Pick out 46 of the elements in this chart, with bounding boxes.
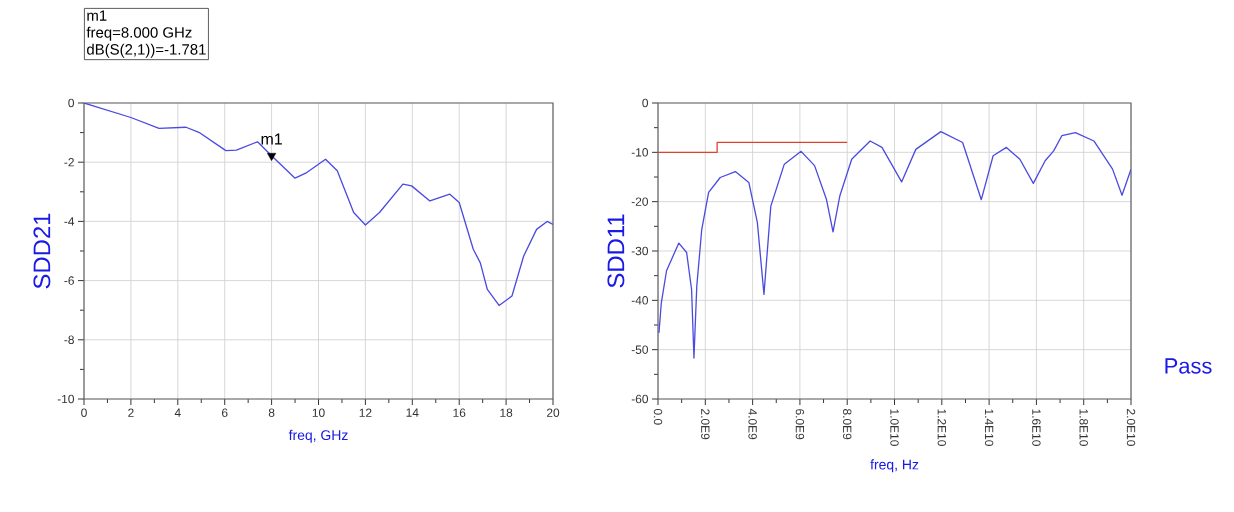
- x-tick-label: 20: [546, 408, 560, 417]
- x-tick-label: 1.6E10: [1032, 409, 1041, 446]
- x-tick-label: 1.0E10: [890, 409, 899, 446]
- text: Pass: [1165, 358, 1212, 374]
- x-axis-title: freq, GHz: [288, 429, 348, 443]
- y-tick-label: -10: [57, 394, 75, 404]
- x-tick-label: 0: [81, 408, 87, 417]
- x-tick-label: 4.0E9: [748, 408, 757, 440]
- annotation: m1: [261, 133, 282, 145]
- x-tick-label: 6: [221, 408, 228, 417]
- x-tick-label: 0.0: [653, 408, 663, 425]
- x-tick-label: 1.8E10: [1079, 409, 1088, 446]
- x-tick-label: 8: [268, 408, 275, 417]
- y-tick-label: -6: [64, 276, 74, 285]
- x-tick-label: 6.0E9: [795, 409, 805, 440]
- x-tick-label: 8.0E9: [842, 409, 852, 440]
- x-tick-label: 2.0E9: [701, 409, 710, 440]
- y-tick-label: -4: [64, 217, 75, 226]
- y-tick-label: -60: [631, 394, 649, 404]
- text: dB(S(2,1))=-1.781: [87, 43, 206, 58]
- y-tick-label: -50: [631, 345, 649, 354]
- text: freq=8.000 GHz: [86, 26, 192, 41]
- x-tick-label: 2.0E10: [1126, 409, 1136, 446]
- x-tick-label: 1.2E10: [937, 409, 947, 446]
- y-tick-label: -30: [631, 246, 649, 256]
- text: m1: [87, 10, 107, 21]
- x-axis-title: freq, Hz: [870, 459, 919, 473]
- x-tick-label: 4: [174, 408, 181, 417]
- x-tick-label: 12: [359, 408, 372, 417]
- y-tick-label: -20: [631, 197, 649, 206]
- y-axis-title: SDD21: [33, 213, 51, 289]
- y-tick-label: -40: [631, 296, 649, 305]
- y-tick-label: 0: [68, 98, 75, 108]
- y-tick-label: -10: [631, 148, 649, 157]
- y-tick-label: -2: [64, 158, 74, 167]
- x-tick-label: 10: [312, 408, 325, 417]
- x-tick-label: 2: [128, 408, 134, 417]
- x-tick-label: 18: [500, 408, 513, 417]
- y-tick-label: 0: [642, 98, 649, 108]
- x-tick-label: 14: [406, 408, 419, 417]
- x-tick-label: 16: [453, 408, 466, 417]
- y-tick-label: -8: [64, 335, 74, 345]
- x-tick-label: 1.4E10: [984, 409, 994, 446]
- line-series: [84, 103, 553, 307]
- y-axis-title: SDD11: [607, 214, 625, 288]
- line-series: [658, 130, 1132, 359]
